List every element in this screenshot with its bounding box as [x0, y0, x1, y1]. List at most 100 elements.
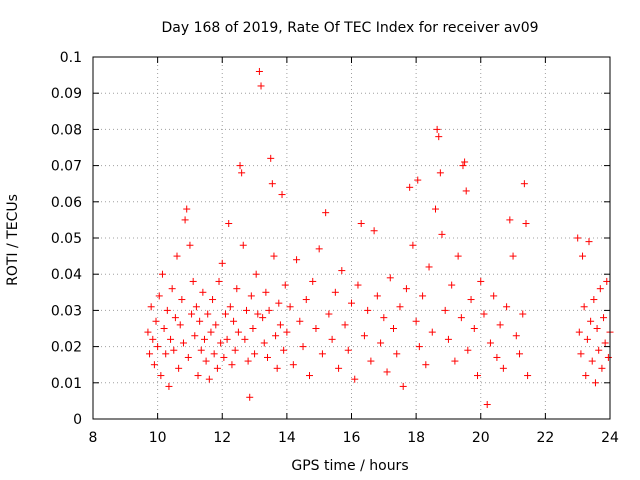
data-point	[270, 252, 278, 260]
data-point	[604, 353, 612, 361]
data-point	[419, 292, 427, 300]
data-point	[163, 306, 171, 314]
data-point	[409, 241, 417, 249]
data-point	[286, 303, 294, 311]
data-point	[247, 292, 255, 300]
data-point	[432, 205, 440, 213]
data-point	[459, 162, 467, 170]
data-point	[454, 252, 462, 260]
data-point	[512, 332, 520, 340]
data-point	[239, 241, 247, 249]
data-point	[176, 321, 184, 329]
data-point	[212, 321, 220, 329]
data-point	[493, 353, 501, 361]
data-point	[503, 303, 511, 311]
data-point	[165, 382, 173, 390]
data-point	[272, 332, 280, 340]
y-tick-label: 0.07	[51, 159, 82, 175]
data-point	[230, 317, 238, 325]
y-tick-label: 0.08	[51, 122, 82, 138]
data-point	[218, 259, 226, 267]
y-tick-label: 0.04	[51, 267, 82, 283]
data-point	[383, 368, 391, 376]
data-point	[519, 310, 527, 318]
data-point	[595, 346, 603, 354]
data-point	[506, 216, 514, 224]
data-point	[415, 343, 423, 351]
data-point	[236, 162, 244, 170]
data-point	[210, 350, 218, 358]
data-point	[184, 353, 192, 361]
data-point	[433, 125, 441, 133]
x-tick-label: 10	[149, 430, 167, 446]
data-point	[246, 393, 254, 401]
x-tick-label: 24	[601, 430, 619, 446]
data-point	[464, 346, 472, 354]
data-point	[265, 306, 273, 314]
data-point	[522, 220, 530, 228]
data-point	[582, 372, 590, 380]
y-axis-title: ROTI / TECUs	[5, 194, 21, 286]
data-point	[299, 343, 307, 351]
y-tick-label: 0.01	[51, 376, 82, 392]
data-point	[448, 281, 456, 289]
data-point	[520, 180, 528, 188]
x-tick-label: 20	[472, 430, 490, 446]
data-point	[499, 364, 507, 372]
data-point	[160, 325, 168, 332]
data-point	[509, 252, 517, 260]
data-point	[393, 350, 401, 358]
data-point	[344, 346, 352, 354]
data-point	[179, 339, 187, 347]
data-point	[438, 230, 446, 238]
data-point	[199, 288, 207, 296]
data-point	[462, 187, 470, 195]
data-point	[205, 375, 213, 383]
data-point	[189, 277, 197, 285]
data-point	[470, 325, 478, 332]
data-point	[399, 382, 407, 390]
data-point	[234, 328, 242, 336]
data-point	[252, 270, 260, 278]
data-point	[259, 314, 267, 322]
data-point	[524, 372, 532, 380]
data-point	[425, 263, 433, 271]
y-tick-label: 0.06	[51, 195, 82, 211]
data-point	[600, 314, 608, 322]
data-point	[260, 339, 268, 347]
data-point	[213, 364, 221, 372]
data-point	[183, 205, 191, 213]
data-point	[328, 335, 336, 343]
data-point	[204, 310, 212, 318]
data-point	[414, 176, 422, 184]
data-point	[474, 372, 482, 380]
data-point	[197, 346, 205, 354]
data-point	[601, 339, 609, 347]
x-tick-label: 22	[536, 430, 554, 446]
x-tick-label: 8	[89, 430, 98, 446]
data-point	[588, 357, 596, 365]
data-point	[226, 303, 234, 311]
data-point	[428, 328, 436, 336]
data-point	[178, 296, 186, 304]
data-point	[354, 281, 362, 289]
data-point	[144, 328, 152, 336]
data-point	[217, 339, 225, 347]
y-tick-label: 0.03	[51, 303, 82, 319]
data-point	[338, 267, 346, 275]
data-point	[318, 350, 326, 358]
data-point	[191, 332, 199, 340]
data-point	[241, 335, 249, 343]
y-tick-label: 0.02	[51, 340, 82, 356]
data-point	[146, 350, 154, 358]
data-point	[202, 357, 210, 365]
data-point	[590, 296, 598, 304]
data-point	[386, 274, 394, 282]
data-point	[244, 357, 252, 365]
data-point	[603, 277, 611, 285]
data-point	[402, 285, 410, 293]
data-point	[171, 314, 179, 322]
data-point	[280, 346, 288, 354]
data-point	[255, 67, 263, 75]
data-point	[574, 234, 582, 242]
